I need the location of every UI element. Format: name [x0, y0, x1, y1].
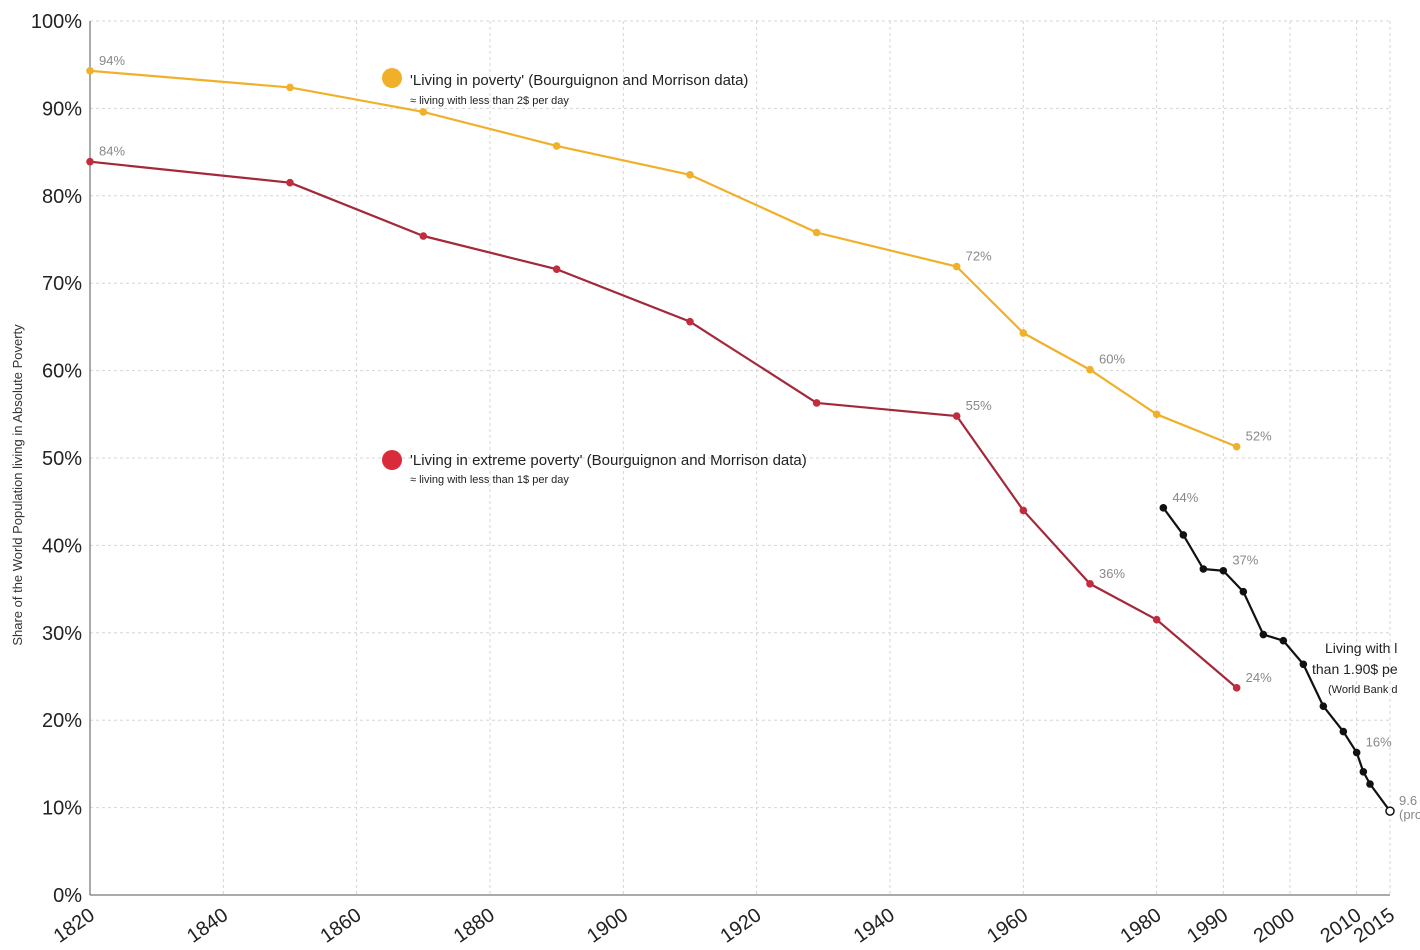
annotation-line-3: (World Bank d: [1328, 684, 1398, 696]
data-point: [1019, 329, 1028, 337]
data-point: [86, 67, 94, 75]
data-point: [286, 178, 294, 187]
y-tick-label: 60%: [42, 361, 82, 383]
y-tick-label: 100%: [31, 11, 82, 33]
y-tick-label: 70%: [42, 273, 82, 295]
world-bank-annotation: Living with l than 1.90$ pe (World Bank …: [1312, 640, 1398, 696]
legend-title-poverty: 'Living in poverty' (Bourguignon and Mor…: [410, 72, 748, 89]
series-poverty: 94% 72% 60% 52%: [86, 53, 1272, 451]
data-label: 84%: [99, 144, 125, 159]
annotation-line-2: than 1.90$ pe: [1312, 661, 1398, 677]
data-point: [1259, 630, 1268, 639]
data-sublabel: (pro: [1399, 807, 1420, 822]
data-point: [686, 171, 694, 179]
y-tick-label: 10%: [42, 798, 82, 820]
y-tick-label: 30%: [42, 623, 82, 645]
series-group: 94% 72% 60% 52% 84% 55% 36% 24% 44% 37% 16% 9.6(pro: [86, 53, 1420, 822]
series-line-worldbank: [1162, 507, 1391, 812]
data-point: [1232, 442, 1241, 451]
data-point: [419, 108, 428, 116]
data-point: [686, 317, 694, 326]
data-label: 9.6: [1399, 793, 1417, 808]
data-point: [952, 262, 961, 271]
data-label: 52%: [1246, 429, 1272, 444]
data-point: [286, 83, 294, 92]
data-point: [1359, 767, 1368, 776]
x-tick-label: 2000: [1250, 904, 1299, 948]
data-point: [1199, 565, 1208, 573]
axes: [89, 21, 1390, 896]
data-label: 37%: [1232, 553, 1258, 568]
data-label: 44%: [1172, 490, 1198, 505]
data-point: [1319, 702, 1328, 711]
y-tick-label: 50%: [42, 448, 82, 470]
legend-subtitle-poverty: ≈ living with less than 2$ per day: [410, 95, 569, 107]
data-point: [1219, 566, 1228, 575]
x-tick-label: 1860: [316, 904, 365, 948]
data-point: [1179, 531, 1188, 539]
x-tick-label: 1960: [983, 904, 1032, 948]
data-point: [419, 232, 428, 240]
data-point-projected: [1385, 806, 1395, 816]
data-point: [812, 399, 821, 407]
x-tick-label: 1940: [850, 904, 899, 948]
data-label: 60%: [1099, 352, 1125, 367]
data-point: [552, 142, 561, 150]
legend-subtitle-extreme: ≈ living with less than 1$ per day: [410, 474, 569, 486]
data-point: [1232, 684, 1241, 692]
data-label: 55%: [966, 398, 992, 413]
data-point: [1019, 506, 1028, 515]
legend-marker-poverty: [382, 68, 402, 88]
x-tick-label: 1990: [1183, 904, 1232, 948]
data-point: [1086, 365, 1094, 374]
data-label: 36%: [1099, 566, 1125, 581]
data-point: [1279, 636, 1288, 645]
data-point: [86, 157, 94, 166]
x-tick-labels: 1820 1840 1860 1880 1900 1920 1940 1960 1980 1990…: [50, 904, 1399, 948]
data-point: [1299, 660, 1308, 669]
series-line-poverty: [89, 69, 1238, 448]
data-label: 72%: [966, 249, 992, 264]
data-point: [1152, 615, 1161, 624]
y-axis-label: Share of the World Population living in …: [10, 324, 25, 646]
data-point: [1339, 727, 1348, 736]
legend-marker-extreme: [382, 450, 402, 470]
x-tick-label: 1880: [450, 904, 499, 948]
data-label: 24%: [1246, 670, 1272, 685]
series-worldbank: 44% 37% 16% 9.6(pro: [1159, 490, 1420, 822]
data-point: [1239, 587, 1248, 596]
x-tick-label: 1920: [716, 904, 765, 948]
data-label: 16%: [1366, 735, 1392, 750]
x-tick-label: 1840: [183, 904, 232, 948]
data-point: [552, 265, 561, 274]
series-extreme: 84% 55% 36% 24%: [86, 144, 1272, 692]
x-tick-label: 1820: [50, 904, 99, 948]
y-tick-label: 0%: [53, 885, 82, 907]
annotation-line-1: Living with l: [1325, 640, 1397, 656]
data-point: [952, 412, 961, 420]
y-tick-label: 90%: [42, 98, 82, 120]
y-tick-label: 20%: [42, 710, 82, 732]
data-label: 94%: [99, 53, 125, 68]
data-point: [812, 228, 821, 237]
x-tick-label: 1980: [1116, 904, 1165, 948]
data-point: [1159, 504, 1168, 512]
legend: 'Living in poverty' (Bourguignon and Mor…: [382, 68, 807, 486]
legend-title-extreme: 'Living in extreme poverty' (Bourguignon…: [410, 452, 807, 469]
data-point: [1366, 780, 1374, 788]
y-tick-labels: 0% 10% 20% 30% 40% 50% 60% 70% 80% 90% 100%: [31, 11, 82, 907]
data-point: [1152, 410, 1161, 419]
series-line-extreme: [89, 160, 1238, 689]
y-tick-label: 80%: [42, 186, 82, 208]
x-tick-label: 1900: [583, 904, 632, 948]
y-tick-label: 40%: [42, 535, 82, 557]
data-point: [1086, 580, 1094, 588]
data-point: [1352, 748, 1361, 757]
